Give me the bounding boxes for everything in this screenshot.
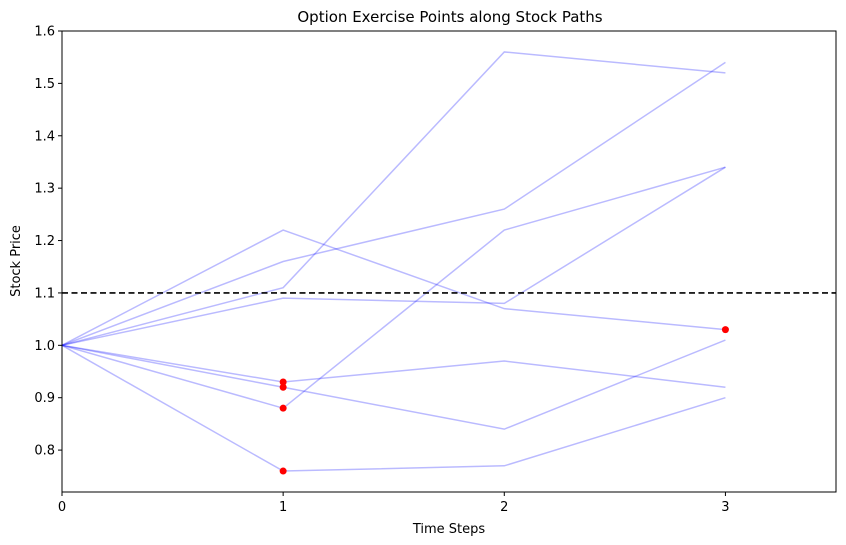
stock-path-line-6	[61, 344, 726, 388]
y-tick-label: 1.4	[34, 129, 55, 144]
y-tick-label: 1.1	[34, 286, 55, 301]
exercise-point-3	[279, 404, 287, 412]
stock-path-line-1	[61, 51, 726, 347]
stock-path-line-2	[61, 61, 726, 347]
exercise-point-2	[279, 383, 287, 391]
y-tick-label: 1.3	[34, 182, 55, 197]
y-tick-label: 1.2	[34, 234, 55, 249]
stock-path-line-7	[61, 339, 726, 430]
y-axis: 0.8 0.9 1.0 1.1 1.2 1.3 1.4 1.5 1.6	[34, 25, 62, 459]
y-tick-label: 0.8	[34, 444, 55, 459]
y-axis-label: Stock Price	[9, 225, 24, 297]
exercise-point-5	[721, 326, 729, 334]
axes-frame	[61, 30, 837, 493]
y-tick-label: 1.0	[34, 339, 55, 354]
y-tick-label: 1.5	[34, 77, 55, 92]
plot-area	[61, 51, 836, 475]
chart-title: Option Exercise Points along Stock Paths	[297, 8, 602, 26]
x-tick-label: 0	[58, 500, 66, 515]
stock-path-line-3	[61, 166, 726, 347]
x-tick-label: 1	[279, 500, 287, 515]
x-tick-label: 3	[721, 500, 729, 515]
exercise-point-1	[279, 378, 287, 386]
stock-path-line-5	[61, 229, 726, 346]
exercise-point-4	[279, 467, 287, 475]
y-tick-label: 1.6	[34, 25, 55, 40]
y-tick-label: 0.9	[34, 391, 55, 406]
x-tick-label: 2	[500, 500, 508, 515]
stock-path-line-8	[61, 344, 726, 472]
x-axis: 0 1 2 3	[58, 492, 730, 515]
stock-path-line-4	[61, 166, 726, 410]
x-axis-label: Time Steps	[412, 522, 486, 537]
